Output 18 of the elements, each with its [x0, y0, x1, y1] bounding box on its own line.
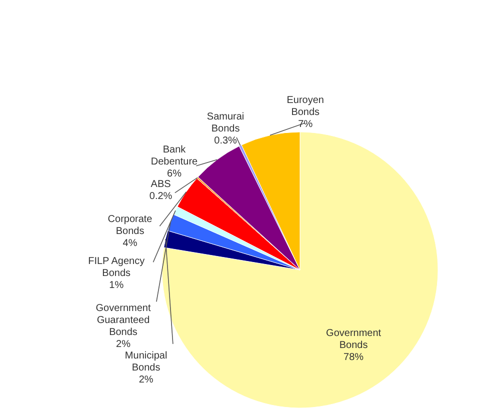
slice-label: Municipal Bonds [124, 350, 168, 374]
slice-label: Euroyen Bonds [286, 94, 324, 118]
slice-label: Government Guaranteed Bonds [96, 302, 151, 338]
data-label: 0.3% [214, 135, 238, 146]
data-label: 2% [116, 338, 131, 350]
data-label: 78% [344, 352, 364, 364]
slice-label: Corporate Bonds [108, 214, 153, 238]
data-label: 6% [167, 168, 182, 180]
slice-label: Government Bonds [326, 328, 382, 352]
data-label: 0.2% [149, 190, 172, 202]
data-label: 1% [109, 280, 124, 291]
data-label: 4% [122, 238, 138, 250]
slice-label: ABS [150, 178, 172, 190]
data-label: 2% [138, 374, 154, 386]
data-label: 7% [298, 118, 313, 130]
slice-label: FILP Agency Bonds [88, 256, 145, 279]
slice-label: Bank Debenture [150, 144, 198, 168]
slice-label: Samurai Bonds [206, 111, 244, 134]
